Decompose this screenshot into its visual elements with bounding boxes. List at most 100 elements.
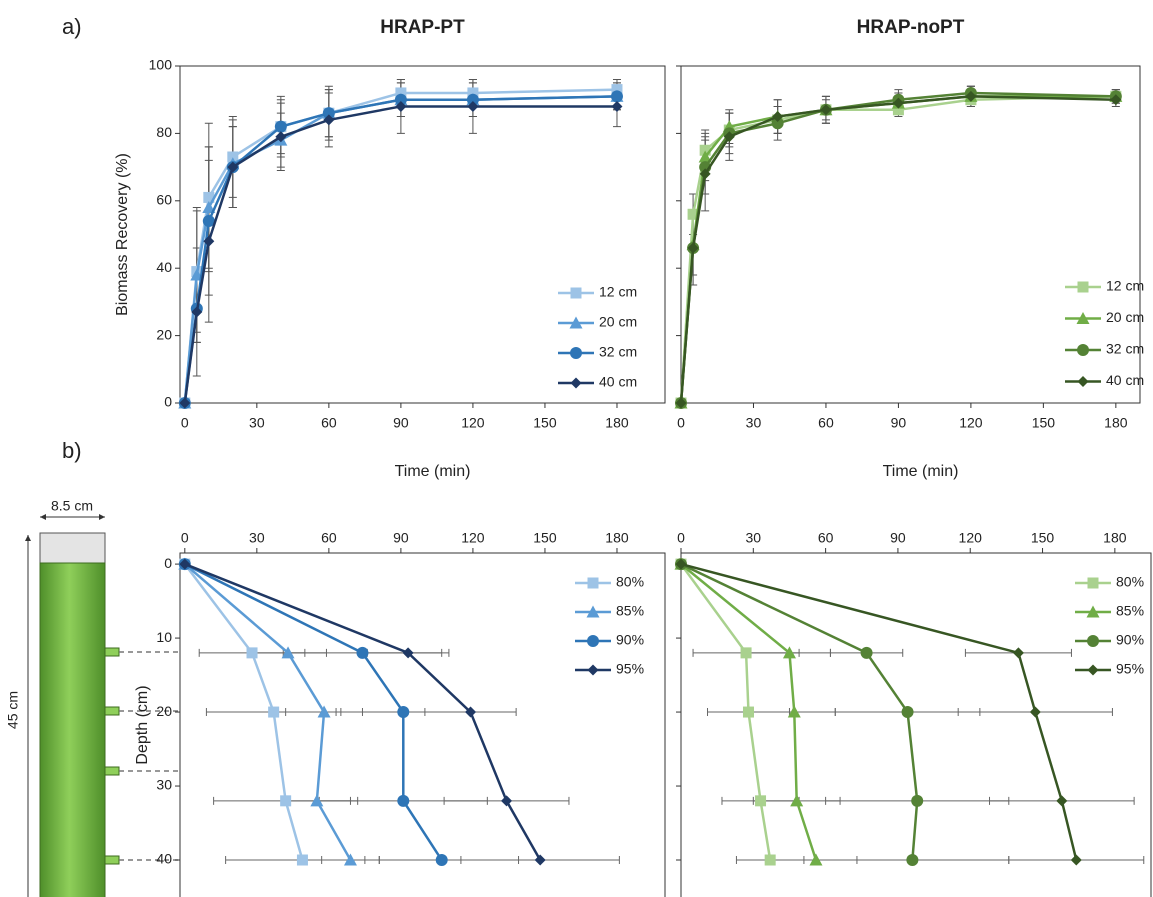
series-line: [183, 95, 618, 404]
y-axis-label: Biomass Recovery (%): [114, 153, 131, 316]
legend-label: 95%: [1116, 661, 1144, 677]
data-point: [1110, 94, 1122, 106]
panel-label: b): [62, 438, 82, 463]
legend-marker: [1077, 376, 1089, 387]
legend-marker: [1087, 635, 1099, 647]
data-point: [179, 558, 191, 570]
data-point: [742, 706, 754, 718]
data-point: [1029, 706, 1041, 718]
legend-marker: [1077, 344, 1089, 356]
data-point: [771, 117, 784, 130]
legend-marker: [587, 635, 599, 647]
data-point: [280, 795, 292, 807]
data-point: [268, 706, 280, 718]
data-point: [764, 854, 776, 866]
series-line: [679, 91, 1116, 404]
y-tick-label: 20: [156, 703, 172, 719]
data-point: [467, 87, 479, 99]
data-point: [394, 93, 407, 106]
x-tick-label: 0: [181, 415, 189, 431]
data-point: [296, 854, 308, 866]
arrow-head: [25, 535, 31, 541]
x-tick-label: 0: [677, 530, 685, 546]
data-point: [395, 100, 407, 112]
x-tick-label: 120: [959, 415, 983, 431]
legend-label: 40 cm: [1106, 372, 1144, 388]
legend-marker: [570, 377, 582, 389]
legend-label: 90%: [616, 632, 644, 648]
legend-marker: [570, 287, 582, 299]
y-tick-label: 0: [164, 555, 172, 571]
legend-marker: [1087, 664, 1099, 676]
y-tick-label: 60: [156, 192, 172, 208]
sampling-ports: [104, 647, 120, 865]
data-point: [227, 161, 239, 173]
width-label: 8.5 cm: [51, 498, 93, 514]
legend-marker: [1086, 605, 1100, 618]
data-point: [892, 104, 904, 116]
data-point: [395, 87, 407, 99]
legend-label: 90%: [1116, 632, 1144, 648]
series-line: [679, 95, 1116, 404]
plot-frame: [680, 552, 1152, 897]
y-tick-label: 20: [156, 326, 172, 342]
data-point: [179, 397, 191, 409]
data-point: [965, 90, 977, 102]
column-headspace: [39, 532, 106, 564]
data-point: [343, 853, 357, 866]
y-tick-label: 40: [156, 259, 172, 275]
x-tick-label: 150: [533, 415, 557, 431]
data-point: [534, 854, 546, 866]
data-point: [901, 706, 914, 719]
data-point: [275, 131, 287, 143]
x-tick-label: 30: [249, 415, 265, 431]
legend-marker: [570, 347, 582, 359]
column-body: [39, 562, 106, 897]
data-point: [740, 647, 752, 659]
x-axis-label: Time (min): [395, 463, 471, 480]
x-tick-label: 120: [461, 415, 485, 431]
data-point: [787, 705, 801, 718]
data-point: [203, 235, 215, 247]
data-point: [246, 647, 258, 659]
data-point: [782, 646, 796, 659]
legend-marker: [569, 316, 583, 329]
y-tick-label: 80: [156, 124, 172, 140]
data-point: [465, 706, 477, 718]
data-point: [501, 795, 513, 807]
x-tick-label: 180: [1104, 415, 1128, 431]
column-diagram: 8.5 cm 45 cm: [5, 498, 180, 897]
data-point: [466, 93, 479, 106]
x-tick-label: 60: [818, 530, 834, 546]
chart-title: HRAP-PT: [380, 17, 465, 38]
x-tick-label: 180: [605, 415, 629, 431]
data-point: [809, 853, 823, 866]
data-point: [611, 100, 623, 112]
x-tick-label: 0: [181, 530, 189, 546]
y-tick-label: 30: [156, 777, 172, 793]
x-tick-label: 180: [605, 530, 629, 546]
data-point: [1056, 795, 1068, 807]
legend-marker: [586, 605, 600, 618]
data-point: [435, 854, 448, 867]
data-point: [467, 100, 479, 112]
height-label: 45 cm: [5, 691, 21, 729]
data-point: [227, 151, 239, 163]
data-point: [892, 97, 904, 109]
data-point: [356, 646, 369, 659]
data-point: [772, 111, 784, 123]
series-line: [183, 95, 618, 404]
x-tick-label: 120: [959, 530, 983, 546]
y-tick-label: 40: [156, 851, 172, 867]
data-point: [911, 794, 924, 807]
data-point: [203, 191, 215, 203]
data-point: [699, 144, 711, 156]
data-point: [323, 114, 335, 126]
x-tick-label: 0: [677, 415, 685, 431]
series-line: [679, 95, 1116, 404]
data-point: [402, 647, 414, 659]
data-point: [820, 104, 832, 116]
data-point: [397, 706, 410, 719]
data-point: [202, 215, 215, 228]
